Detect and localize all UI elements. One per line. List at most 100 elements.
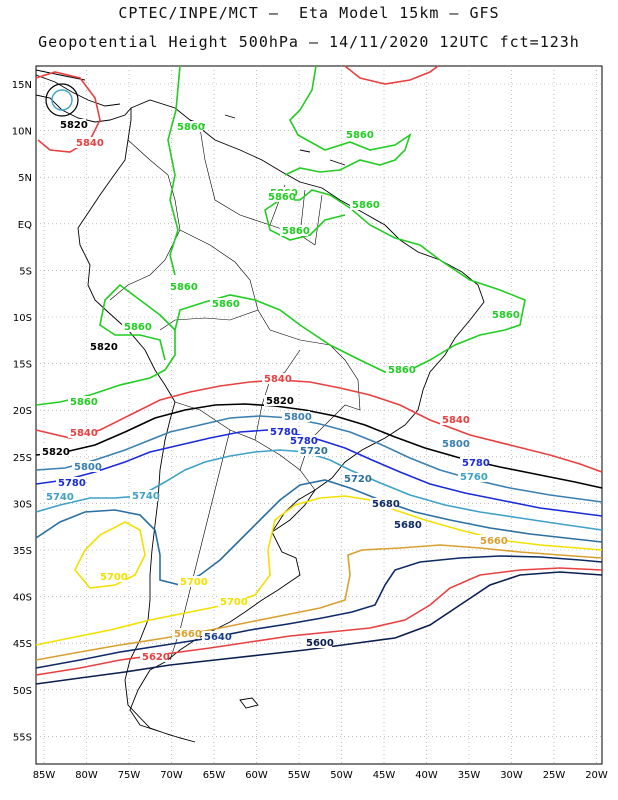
- contour-label: 5820: [60, 120, 88, 131]
- contour-label: 5700: [100, 572, 128, 583]
- contour-5840-loop: [35, 71, 101, 153]
- contour-label-bg: [478, 535, 506, 546]
- lat-tick-label: 20S: [13, 406, 32, 417]
- contour-label: 5860: [177, 122, 205, 133]
- contour-label: 5700: [180, 577, 208, 588]
- lon-tick-label: 45W: [373, 770, 396, 781]
- lon-tick-label: 30W: [500, 770, 523, 781]
- contour-label: 5860: [492, 310, 520, 321]
- contour-label-bg: [58, 119, 86, 130]
- contour-label-bg: [88, 341, 116, 352]
- cuba-island: [35, 69, 86, 81]
- low-pressure-ring: [51, 89, 73, 111]
- lon-tick-label: 85W: [33, 770, 56, 781]
- contour-label: 5620: [142, 652, 170, 663]
- contour-5600: [35, 571, 603, 685]
- contour-label-bg: [72, 461, 100, 472]
- contour-label: 5860: [268, 192, 296, 203]
- central-america-north-coast: [35, 74, 121, 107]
- contour-label: 5740: [46, 492, 74, 503]
- contour-label: 5720: [300, 446, 328, 457]
- contour-label-bg: [458, 471, 486, 482]
- lon-tick-label: 60W: [245, 770, 268, 781]
- low-pressure-ring-outer: [45, 83, 79, 117]
- contour-label: 5820: [42, 447, 70, 458]
- contour-label: 5680: [372, 499, 400, 510]
- contour-5860-caribbean: [284, 65, 412, 176]
- lon-tick-label: 70W: [160, 770, 183, 781]
- contour-label-bg: [440, 414, 468, 425]
- contour-label: 5800: [74, 462, 102, 473]
- lat-tick-label: 35S: [13, 546, 32, 557]
- lat-tick-label: 15N: [12, 80, 32, 91]
- contour-label-bg: [68, 396, 96, 407]
- contour-5720: [35, 479, 603, 586]
- contour-label-bg: [140, 651, 168, 662]
- contour-label-bg: [56, 477, 84, 488]
- lat-tick-label: 5S: [19, 266, 32, 277]
- contour-label-bg: [342, 473, 370, 484]
- contour-label: 5860: [70, 397, 98, 408]
- contour-label-bg: [122, 321, 150, 332]
- lon-tick-label: 25W: [543, 770, 566, 781]
- contour-label: 5600: [306, 638, 334, 649]
- lon-tick-label: 50W: [330, 770, 353, 781]
- lat-tick-label: 50S: [13, 686, 32, 697]
- contour-label-bg: [168, 281, 196, 292]
- contour-label-bg: [262, 373, 290, 384]
- lon-tick-label: 80W: [75, 770, 98, 781]
- contour-5700-ring: [74, 521, 146, 589]
- contour-label-bg: [74, 137, 102, 148]
- contour-label-bg: [218, 596, 246, 607]
- lat-tick-label: 55S: [13, 732, 32, 743]
- contour-label: 5640: [204, 632, 232, 643]
- lon-tick-label: 55W: [288, 770, 311, 781]
- contour-label-bg: [268, 426, 296, 437]
- lat-tick-label: 45S: [13, 639, 32, 650]
- contour-label: 5820: [90, 342, 118, 353]
- lon-tick-label: 20W: [585, 770, 608, 781]
- contour-label-bg: [202, 631, 230, 642]
- contour-label-bg: [130, 490, 158, 501]
- lon-tick-label: 35W: [458, 770, 481, 781]
- contour-label: 5840: [442, 415, 470, 426]
- contour-label: 5840: [76, 138, 104, 149]
- lat-tick-label: 25S: [13, 453, 32, 464]
- contour-label-bg: [288, 435, 316, 446]
- contour-label-bg: [266, 191, 294, 202]
- contour-label-bg: [178, 576, 206, 587]
- contour-label: 5720: [344, 474, 372, 485]
- contour-label: 5860: [346, 130, 374, 141]
- contour-label-bg: [350, 199, 378, 210]
- contour-5860-amazon: [99, 283, 176, 361]
- contour-label: 5860: [212, 299, 240, 310]
- contour-label: 5800: [442, 439, 470, 450]
- axis-labels: 15N 10N 5N EQ 5S 10S 15S 20S 25S 30S 35S 40S 45S 50S 5…: [12, 80, 608, 781]
- contour-label: 5680: [394, 520, 422, 531]
- contour-label-bg: [280, 225, 308, 236]
- contour-5680: [35, 544, 603, 661]
- falkland-islands: [239, 697, 259, 709]
- contour-label: 5860: [388, 365, 416, 376]
- contour-label-bg: [344, 129, 372, 140]
- contour-label-bg: [460, 457, 488, 468]
- contour-label: 5760: [460, 472, 488, 483]
- contour-label-bg: [282, 411, 310, 422]
- contour-label-bg: [440, 438, 468, 449]
- contour-5700: [35, 495, 603, 646]
- contour-label-bg: [490, 309, 518, 320]
- map-title-line2: Geopotential Height 500hPa – 14/11/2020 …: [38, 33, 580, 51]
- contour-5840: [35, 379, 603, 473]
- contour-label-bg: [68, 427, 96, 438]
- contour-5820: [35, 403, 603, 489]
- contour-label: 5780: [290, 436, 318, 447]
- lat-tick-label: 5N: [18, 173, 32, 184]
- contour-label: 5660: [480, 536, 508, 547]
- contour-label-bg: [40, 446, 68, 457]
- lat-tick-label: 15S: [13, 360, 32, 371]
- lat-tick-label: 40S: [13, 593, 32, 604]
- contour-labels: 5860 5860 5860 5860 5860 5860 5860 5860 5860 5860…: [40, 119, 520, 663]
- contour-label: 5800: [284, 412, 312, 423]
- contour-5860-north: [167, 65, 181, 276]
